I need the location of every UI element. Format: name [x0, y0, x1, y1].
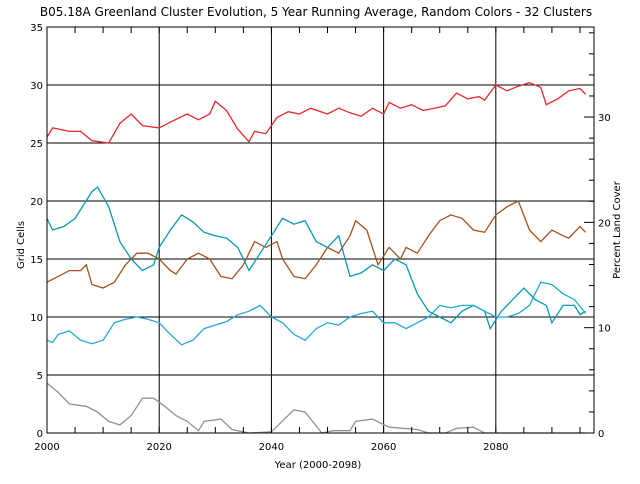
x-tick-label: 2060 — [371, 442, 396, 453]
y-tick-label: 0 — [37, 429, 43, 440]
y2-axis-label: Percent Land Cover — [612, 180, 623, 279]
y-tick-label: 25 — [30, 139, 43, 150]
series-cluster-brown — [46, 200, 587, 289]
y-tick-label: 35 — [30, 23, 43, 34]
y-tick-label: 30 — [30, 81, 43, 92]
y-tick-label: 20 — [30, 197, 43, 208]
y2-tick-label: 10 — [598, 324, 611, 335]
series-cluster-red — [46, 82, 587, 144]
y-tick-label: 15 — [30, 255, 43, 266]
axis-ticks: 2000 2020 2040 2060 2080 0 5 10 15 20 25 30 35 0 10 20 3… — [30, 23, 610, 453]
x-tick-label: 2080 — [483, 442, 508, 453]
x-tick-label: 2000 — [34, 442, 59, 453]
y-axis-label: Grid Cells — [16, 221, 27, 269]
grid — [47, 27, 594, 433]
series-cluster-teal — [46, 186, 586, 331]
series-cluster-gray — [46, 382, 586, 434]
y2-tick-label: 20 — [598, 218, 611, 229]
series-lines — [46, 82, 587, 434]
y2-tick-label: 0 — [598, 429, 604, 440]
y-tick-label: 5 — [37, 371, 43, 382]
chart-title: B05.18A Greenland Cluster Evolution, 5 Y… — [40, 5, 592, 19]
series-cluster-lightblue — [46, 281, 587, 346]
y2-tick-label: 30 — [598, 113, 611, 124]
x-tick-label: 2020 — [146, 442, 171, 453]
plot-frame — [46, 26, 595, 434]
y-tick-label: 10 — [30, 313, 43, 324]
x-axis-label: Year (2000-2098) — [274, 460, 362, 471]
x-tick-label: 2040 — [259, 442, 284, 453]
